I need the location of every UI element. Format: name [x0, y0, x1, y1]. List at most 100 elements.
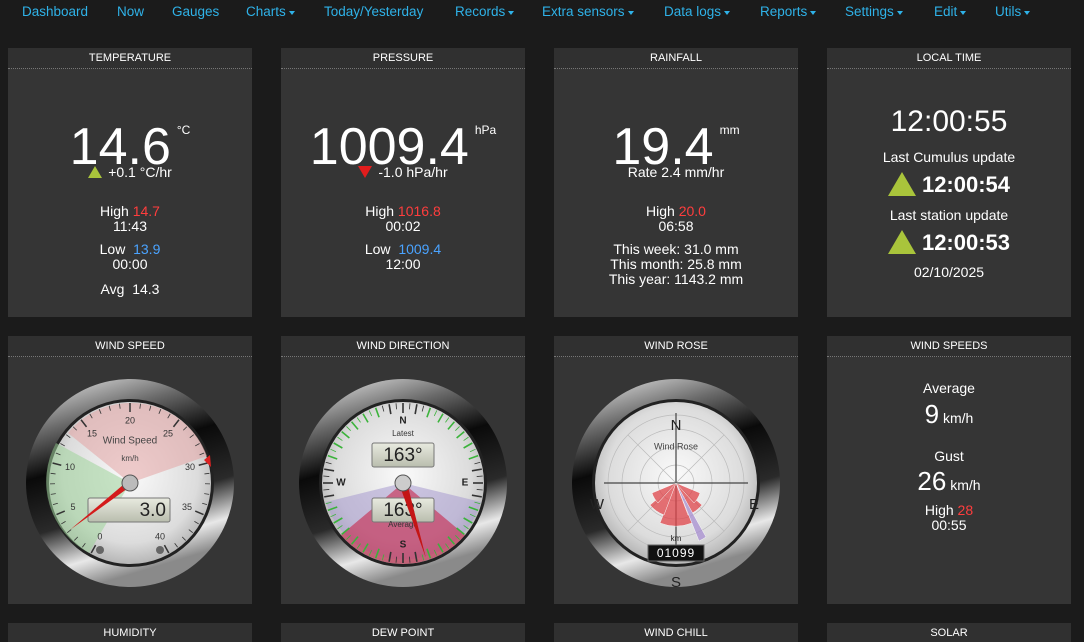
avg-row: Avg 14.3 — [8, 280, 252, 298]
scale-tick — [119, 403, 121, 409]
compass-tick — [447, 536, 456, 545]
low-label: Low — [99, 241, 126, 257]
scale-tick — [181, 536, 186, 541]
nav-link[interactable]: Data logs — [664, 4, 731, 19]
gust-value: 26 — [917, 466, 947, 496]
panel-title: WIND CHILL — [554, 623, 798, 642]
compass-tick — [350, 536, 359, 545]
solar-panel: SOLAR — [827, 623, 1071, 642]
compass-tick — [395, 556, 397, 563]
scale-label: 35 — [182, 502, 192, 512]
cardinal: W — [336, 478, 346, 489]
scale-tick — [56, 510, 66, 516]
scale-tick — [108, 405, 111, 411]
avg-label: Avg — [100, 281, 125, 297]
green-zone — [46, 443, 130, 553]
nav-link[interactable]: Records — [455, 4, 515, 19]
compass-tick — [368, 549, 373, 556]
high-row: High 28 — [827, 501, 1071, 519]
low-row: Low 1009.4 — [281, 240, 525, 258]
max-marker — [204, 455, 211, 467]
compass-tick — [362, 543, 369, 553]
high-time: 11:43 — [113, 218, 147, 234]
needle-hub — [121, 474, 139, 492]
pressure-panel: PRESSURE 1009.4 hPa -1.0 hPa/hr High 1016… — [281, 48, 525, 317]
trend-up-icon — [88, 166, 103, 178]
scale-tick — [194, 510, 204, 516]
wind-speed-gauge: 0 5 10 15 20 25 30 35 40 Wind Speed km/h 3.0 — [26, 379, 234, 587]
scale-tick — [202, 502, 208, 506]
scale-tick — [82, 543, 86, 548]
compass-tick — [463, 525, 469, 530]
compass-tick — [333, 517, 343, 524]
compass-tick — [330, 513, 337, 518]
value: 19.4 — [612, 118, 714, 176]
value: 14.6 — [69, 118, 171, 176]
wind-speed-panel: WIND SPEED 0 5 10 15 20 25 30 35 40 Wind Speed k… — [8, 336, 252, 604]
nav-link[interactable]: Utils — [995, 4, 1031, 19]
scale-tick — [204, 493, 210, 495]
compass-tick — [337, 436, 343, 441]
needle-hub — [394, 474, 412, 492]
nav-link[interactable]: Edit — [934, 4, 967, 19]
nav-link[interactable]: Now — [117, 4, 145, 19]
nav-link[interactable]: Extra sensors — [542, 4, 634, 19]
compass-tick — [433, 410, 438, 417]
average-label: Average — [388, 520, 418, 529]
trend: -1.0 hPa/hr — [378, 164, 448, 180]
cardinal: S — [671, 574, 681, 591]
panel-title: WIND DIRECTION — [281, 336, 525, 357]
high-time: 00:55 — [931, 517, 967, 533]
nav-link[interactable]: Charts — [246, 4, 295, 19]
compass-tick — [409, 556, 411, 563]
scale-tick — [139, 403, 141, 409]
low-time: 12:00 — [385, 256, 421, 272]
latest-value: 163° — [383, 445, 422, 466]
high-label: High — [924, 502, 954, 518]
compass-tick — [337, 525, 343, 530]
scale-label: 0 — [97, 532, 102, 542]
wind-direction-panel: WIND DIRECTION N E S W Latest 163° 163° Ave… — [281, 336, 525, 604]
nav-link[interactable]: Settings — [845, 4, 903, 19]
compass-tick — [388, 404, 392, 415]
station-row: 12:00:53 — [827, 230, 1071, 256]
nav-link[interactable]: Gauges — [172, 4, 220, 19]
panel-title: WIND ROSE — [554, 336, 798, 357]
high-value: 28 — [957, 502, 974, 518]
wind-speeds-panel: WIND SPEEDS Average 9 km/h Gust 26 km/h … — [827, 336, 1071, 604]
nav-link[interactable]: Today/Yesterday — [324, 4, 424, 19]
panel-title: RAINFALL — [554, 48, 798, 69]
date: 02/10/2025 — [913, 264, 985, 280]
compass-tick — [433, 549, 438, 556]
nav-link[interactable]: Dashboard — [22, 4, 89, 19]
compass-tick — [374, 548, 380, 559]
compass-tick — [346, 426, 351, 431]
station-time: 12:00:53 — [921, 230, 1011, 255]
scale-tick — [174, 543, 178, 548]
compass-tick — [395, 403, 397, 410]
cumulus-row: 12:00:54 — [827, 172, 1071, 198]
gauge-title: Wind Rose — [654, 441, 698, 451]
lcd-value: 3.0 — [140, 500, 166, 521]
wind-direction-gauge: N E S W Latest 163° 163° Average — [299, 379, 507, 587]
scale-tick — [189, 434, 195, 439]
gust-label: Gust — [934, 448, 964, 464]
compass-tick — [456, 430, 465, 439]
local-time-panel: LOCAL TIME 12:00:55 Last Cumulus update … — [827, 48, 1071, 317]
high-row: High 1016.8 — [281, 202, 525, 220]
cardinal: E — [749, 496, 759, 513]
scale-tick — [158, 409, 162, 414]
panel-title: HUMIDITY — [8, 623, 252, 642]
scale-label: 40 — [155, 532, 165, 542]
compass-tick — [341, 430, 350, 439]
compass-tick — [414, 551, 418, 562]
compass-tick — [469, 448, 476, 453]
scale-tick — [183, 426, 188, 431]
compass-tick — [330, 448, 337, 453]
low-value: 13.9 — [133, 241, 161, 257]
compass-tick — [476, 489, 483, 491]
needle — [399, 481, 426, 558]
station-label: Last station update — [889, 207, 1009, 223]
nav-link[interactable]: Reports — [760, 4, 817, 19]
compass-tick — [426, 407, 432, 418]
